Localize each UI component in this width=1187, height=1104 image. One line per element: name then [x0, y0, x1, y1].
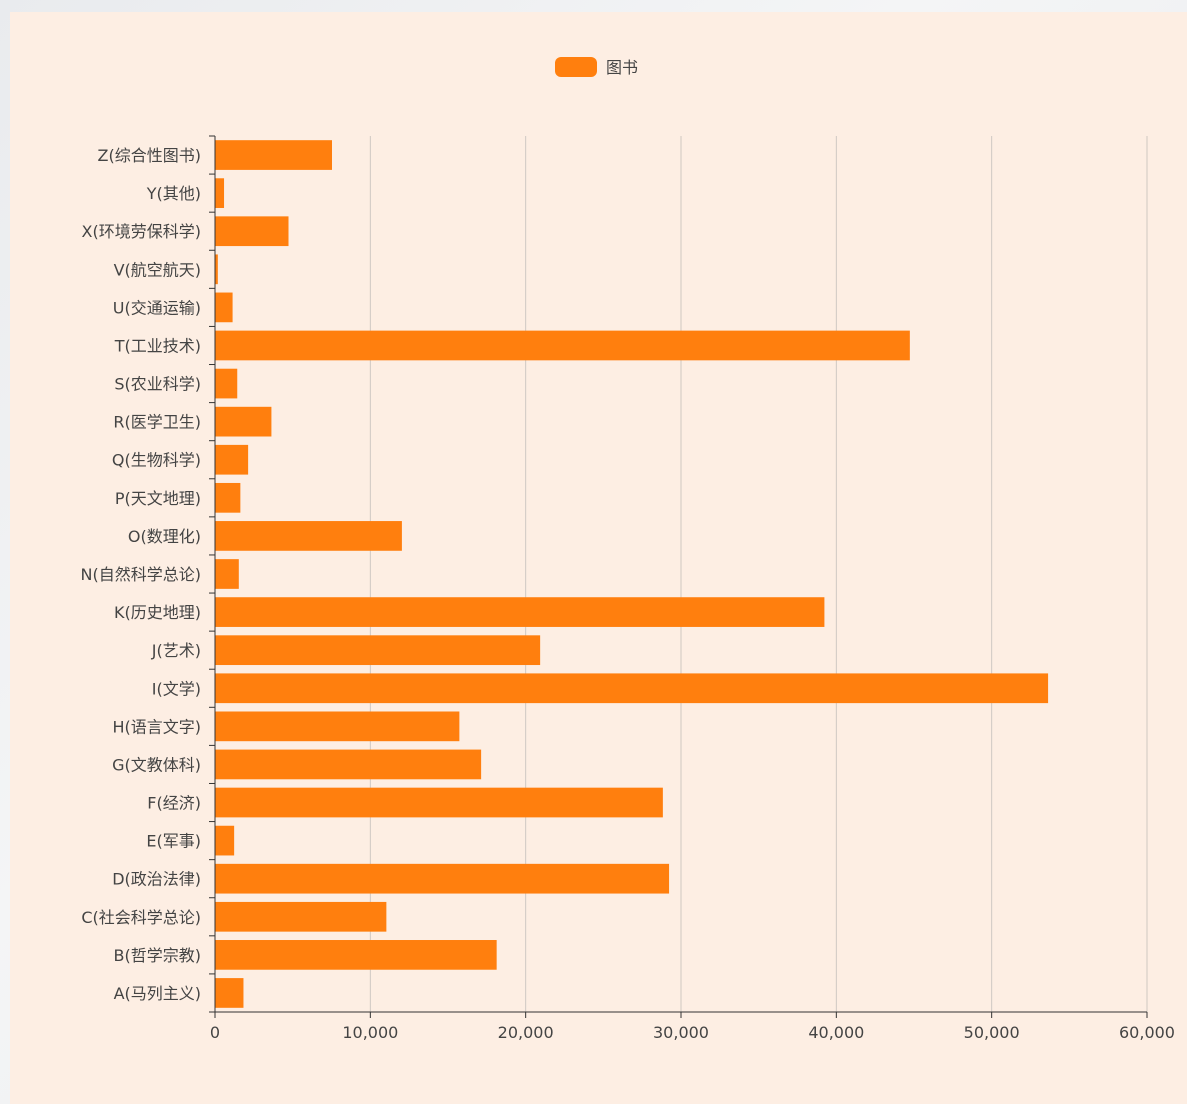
bar[interactable]	[215, 901, 387, 932]
x-tick-label: 40,000	[808, 1023, 864, 1042]
bar[interactable]	[215, 559, 239, 589]
x-tick-label: 30,000	[653, 1023, 709, 1042]
x-tick-label: 0	[210, 1023, 220, 1042]
grid-lines	[369, 136, 1148, 1012]
y-tick-label: D(政治法律)	[112, 870, 201, 889]
x-tick-label: 10,000	[342, 1023, 398, 1042]
bar[interactable]	[215, 368, 238, 399]
bar-chart: 图书 A(马列主义) B(哲学宗教) C(社会科学总论) D(政治法律) E(军事) F(…	[81, 57, 1175, 1042]
y-tick-label: C(社会科学总论)	[81, 908, 201, 927]
bar[interactable]	[215, 178, 225, 208]
y-tick-label: Z(综合性图书)	[98, 146, 201, 165]
bar[interactable]	[215, 711, 460, 742]
bar[interactable]	[215, 787, 663, 818]
y-tick-label: U(交通运输)	[113, 298, 201, 317]
bar[interactable]	[215, 216, 289, 247]
y-tick-label: K(历史地理)	[114, 603, 201, 622]
legend-label[interactable]: 图书	[606, 58, 638, 77]
y-tick-label: O(数理化)	[128, 527, 201, 546]
bar[interactable]	[215, 254, 218, 285]
y-tick-label: P(天文地理)	[115, 489, 201, 508]
y-tick-label: X(环境劳保科学)	[82, 222, 201, 241]
y-tick-label: S(农业科学)	[114, 375, 201, 394]
x-axis: 0 10,000 20,000 30,000 40,000 50,000 60,000	[210, 1011, 1175, 1042]
bar[interactable]	[215, 863, 670, 894]
y-tick-label: V(航空航天)	[114, 260, 201, 279]
y-tick-label: Q(生物科学)	[112, 451, 201, 470]
x-tick-label: 60,000	[1119, 1023, 1175, 1042]
legend[interactable]: 图书	[555, 57, 638, 77]
bar[interactable]	[215, 978, 244, 1008]
bar[interactable]	[215, 673, 1049, 704]
bar[interactable]	[215, 292, 233, 323]
bar[interactable]	[215, 749, 482, 780]
bar[interactable]	[215, 140, 333, 170]
y-tick-label: H(语言文字)	[112, 717, 201, 736]
x-tick-label: 50,000	[964, 1023, 1020, 1042]
y-tick-label: I(文学)	[152, 679, 201, 698]
y-tick-label: G(文教体科)	[112, 755, 201, 774]
bar[interactable]	[215, 635, 541, 666]
y-axis: A(马列主义) B(哲学宗教) C(社会科学总论) D(政治法律) E(军事) F(经济)…	[81, 135, 216, 1013]
bar[interactable]	[215, 521, 402, 551]
bar[interactable]	[215, 825, 235, 856]
y-tick-label: J(艺术)	[151, 641, 201, 660]
x-tick-label: 20,000	[498, 1023, 554, 1042]
y-tick-label: N(自然科学总论)	[81, 565, 201, 584]
bar[interactable]	[215, 597, 825, 627]
y-tick-label: B(哲学宗教)	[114, 946, 201, 965]
bars	[215, 140, 1049, 1008]
bar[interactable]	[215, 482, 241, 513]
bar[interactable]	[215, 406, 272, 437]
bar[interactable]	[215, 330, 910, 361]
y-tick-label: A(马列主义)	[114, 984, 201, 1003]
legend-swatch[interactable]	[555, 57, 597, 77]
chart-panel: 图书 A(马列主义) B(哲学宗教) C(社会科学总论) D(政治法律) E(军事) F(…	[10, 12, 1187, 1104]
y-tick-label: T(工业技术)	[114, 336, 201, 355]
y-tick-label: F(经济)	[147, 794, 201, 813]
bar[interactable]	[215, 940, 497, 970]
y-tick-label: R(医学卫生)	[113, 413, 201, 432]
y-tick-label: Y(其他)	[146, 184, 201, 203]
bar[interactable]	[215, 444, 249, 475]
y-tick-label: E(军事)	[146, 832, 201, 851]
